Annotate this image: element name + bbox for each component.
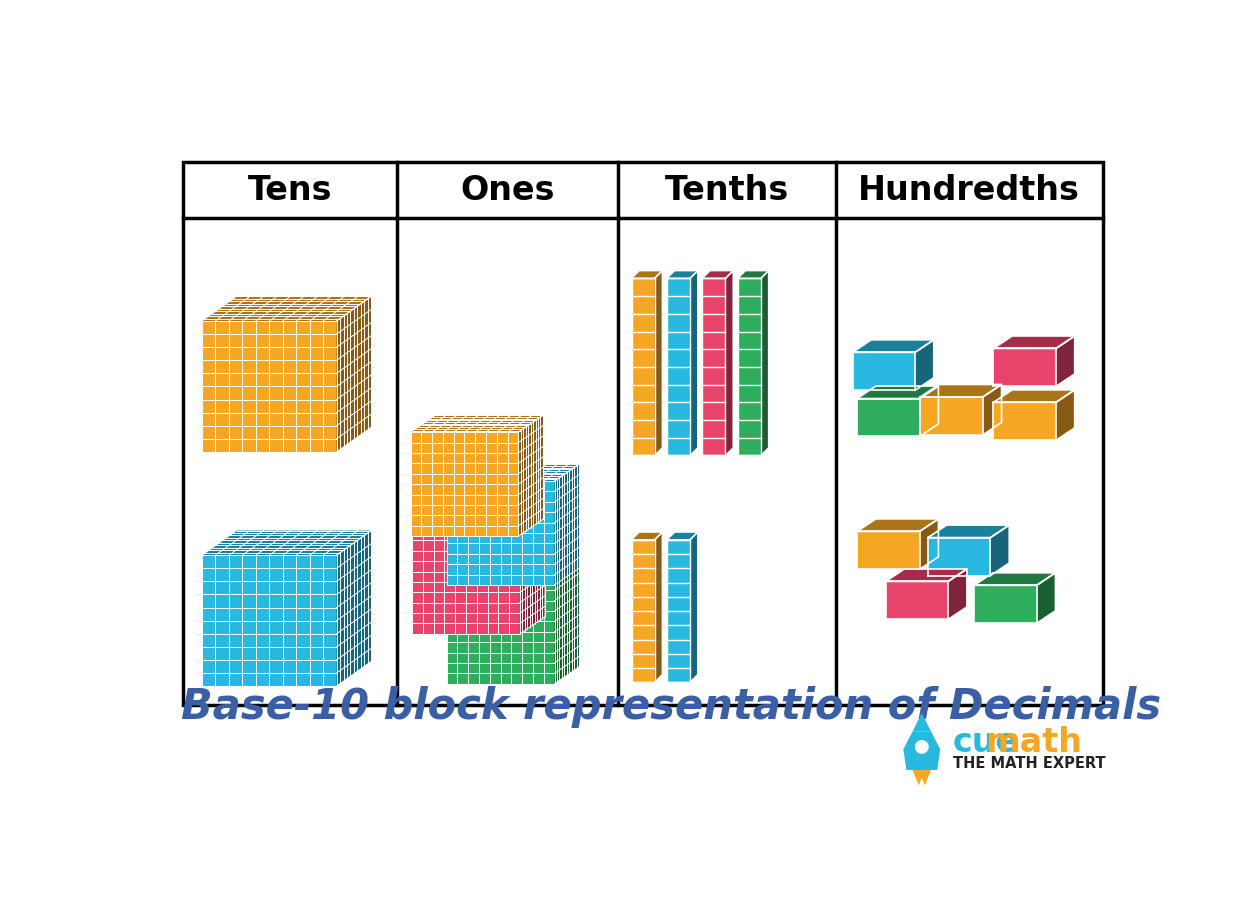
Polygon shape [518, 415, 543, 536]
Polygon shape [337, 530, 372, 686]
Polygon shape [857, 398, 919, 436]
Polygon shape [921, 385, 1002, 397]
Polygon shape [520, 513, 544, 634]
Polygon shape [852, 352, 914, 390]
Text: Hundredths: Hundredths [858, 174, 1080, 206]
Polygon shape [886, 569, 967, 581]
Polygon shape [554, 563, 579, 684]
Polygon shape [667, 271, 698, 279]
Polygon shape [983, 385, 1002, 435]
Polygon shape [410, 433, 518, 536]
Polygon shape [948, 569, 967, 619]
Polygon shape [738, 271, 768, 279]
Polygon shape [1056, 336, 1075, 386]
Polygon shape [410, 415, 543, 433]
Polygon shape [201, 555, 337, 686]
Polygon shape [912, 770, 931, 786]
Text: Ones: Ones [460, 174, 554, 206]
Polygon shape [975, 573, 1056, 586]
Polygon shape [857, 531, 919, 569]
Polygon shape [201, 530, 372, 555]
Polygon shape [447, 580, 554, 684]
Polygon shape [447, 481, 554, 585]
Polygon shape [912, 713, 931, 731]
Polygon shape [667, 532, 698, 539]
Polygon shape [928, 538, 991, 576]
Polygon shape [903, 731, 941, 770]
Polygon shape [928, 525, 1010, 538]
Polygon shape [919, 519, 938, 569]
Polygon shape [632, 532, 662, 539]
Polygon shape [654, 532, 662, 682]
Polygon shape [554, 464, 579, 585]
Polygon shape [201, 321, 337, 452]
Polygon shape [886, 581, 948, 619]
Circle shape [914, 740, 928, 754]
Polygon shape [857, 386, 938, 398]
Polygon shape [691, 271, 698, 455]
Text: math: math [985, 726, 1082, 758]
Text: Tens: Tens [248, 174, 332, 206]
Polygon shape [761, 271, 768, 455]
Polygon shape [667, 279, 691, 455]
Polygon shape [691, 532, 698, 682]
Text: cue: cue [952, 726, 1018, 758]
Polygon shape [991, 525, 1010, 576]
Text: THE MATH EXPERT: THE MATH EXPERT [952, 756, 1105, 770]
Polygon shape [993, 336, 1075, 348]
Polygon shape [993, 403, 1056, 441]
Polygon shape [993, 348, 1056, 386]
Polygon shape [412, 530, 520, 633]
Polygon shape [738, 279, 761, 455]
Polygon shape [914, 340, 933, 390]
Polygon shape [632, 271, 662, 279]
Polygon shape [667, 539, 691, 682]
Polygon shape [975, 586, 1037, 624]
Polygon shape [993, 390, 1075, 403]
Polygon shape [447, 563, 579, 580]
Polygon shape [919, 386, 938, 436]
Polygon shape [654, 271, 662, 455]
Polygon shape [702, 271, 733, 279]
Polygon shape [632, 539, 654, 682]
Polygon shape [921, 397, 983, 435]
Text: Tenths: Tenths [664, 174, 788, 206]
Bar [183, 163, 1102, 705]
Polygon shape [337, 296, 372, 452]
Polygon shape [412, 513, 544, 530]
Polygon shape [632, 279, 654, 455]
Polygon shape [852, 340, 933, 352]
Polygon shape [857, 519, 938, 531]
Polygon shape [726, 271, 733, 455]
Polygon shape [1037, 573, 1056, 624]
Polygon shape [447, 464, 579, 481]
Text: Base-10 block representation of Decimals: Base-10 block representation of Decimals [181, 687, 1161, 729]
Polygon shape [1056, 390, 1075, 441]
Polygon shape [201, 296, 372, 321]
Polygon shape [702, 279, 726, 455]
